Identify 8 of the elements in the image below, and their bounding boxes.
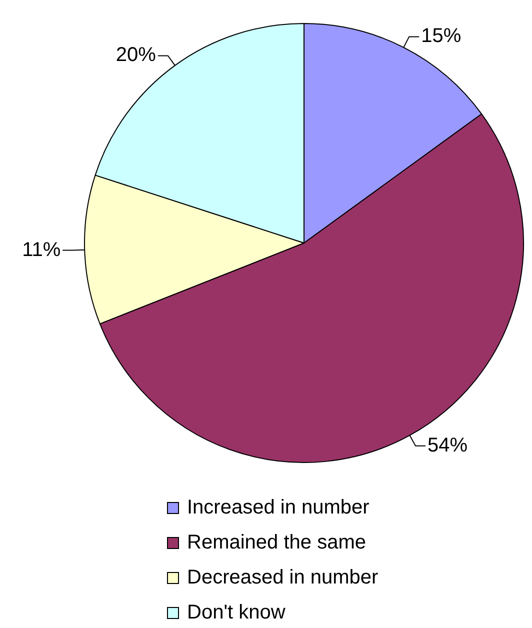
legend-label: Increased in number xyxy=(187,496,370,519)
data-label: 11% xyxy=(22,238,61,261)
data-label: 15% xyxy=(421,25,462,48)
legend-label: Don't know xyxy=(187,602,286,624)
data-label: 54% xyxy=(428,434,468,456)
data-label: 20% xyxy=(116,44,156,66)
legend-label: Remained the same xyxy=(187,532,366,554)
legend-label: Decreased in number xyxy=(187,566,379,589)
